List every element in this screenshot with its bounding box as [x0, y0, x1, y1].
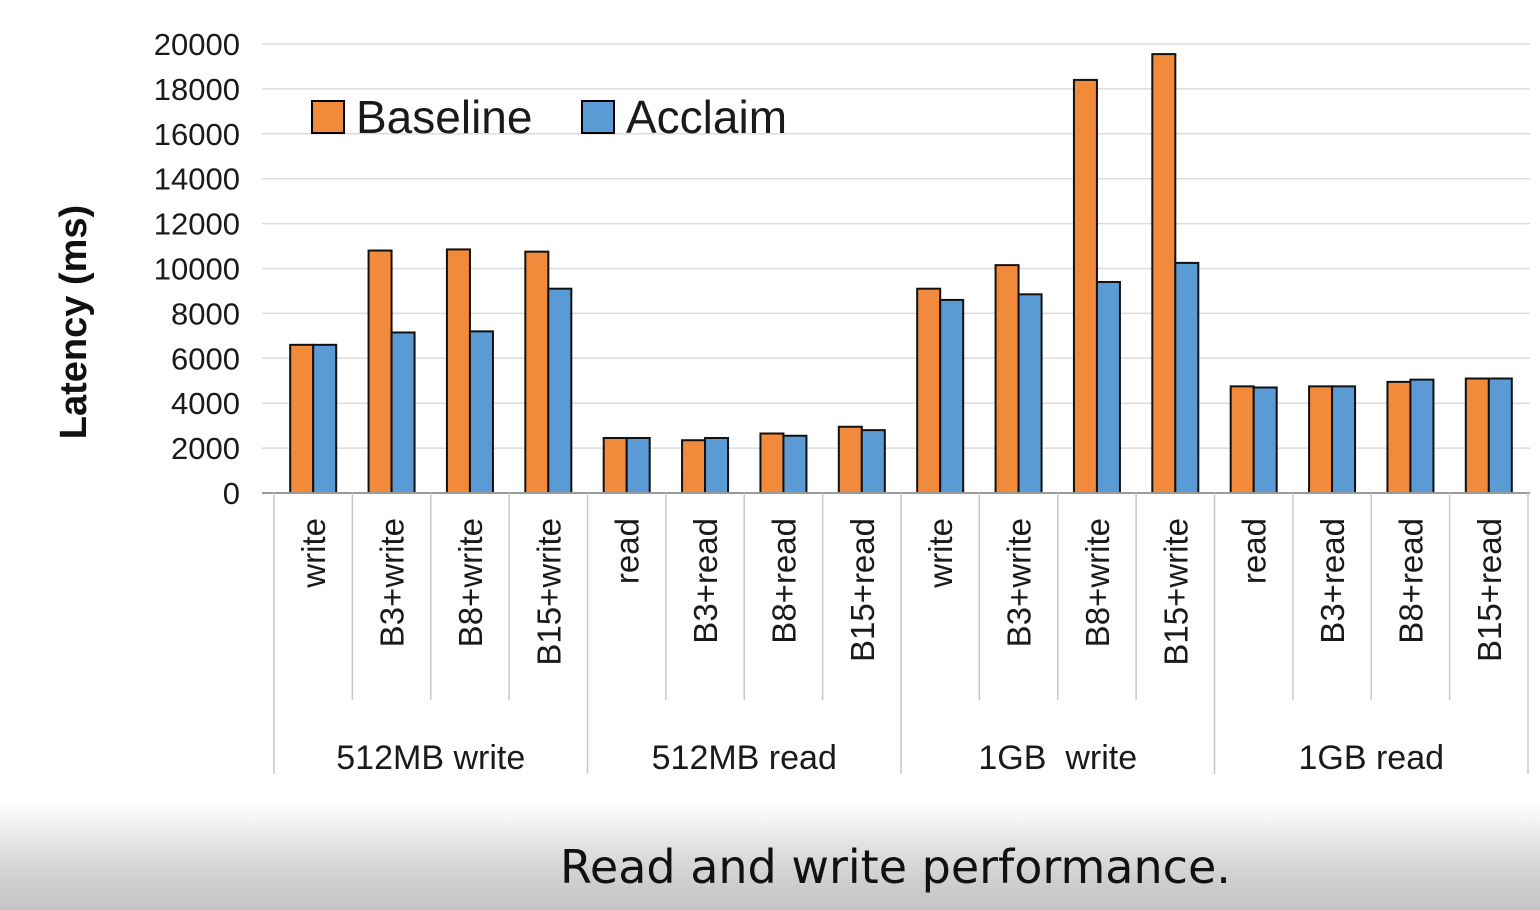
legend: Baseline Acclaim: [311, 91, 787, 143]
x-group-label: 512MB write: [336, 739, 525, 777]
caption-bar: [0, 800, 1540, 910]
y-axis-ticks: 0 2000 4000 6000 8000 10000 12000 14000 16000 180…: [154, 27, 240, 511]
y-tick-label: 16000: [154, 117, 240, 152]
y-tick-label: 14000: [154, 162, 240, 197]
caption: Read and write performance.: [560, 840, 1231, 894]
y-tick-label: 12000: [154, 207, 240, 242]
bar-acclaim: [547, 287, 573, 494]
bar-baseline: [524, 250, 550, 494]
bar-acclaim: [1017, 293, 1043, 494]
legend-swatch-baseline: [311, 100, 345, 134]
bar-baseline: [1229, 385, 1255, 494]
bar-baseline: [1151, 53, 1177, 494]
x-category-label: write: [922, 518, 959, 589]
bar-acclaim: [782, 434, 808, 495]
bar-acclaim: [860, 429, 886, 495]
bar-acclaim: [312, 343, 338, 494]
bar-acclaim: [1252, 386, 1278, 494]
x-category-label: B8+write: [452, 518, 489, 647]
bar-baseline: [1072, 78, 1098, 494]
x-category-label: B8+read: [765, 518, 802, 644]
bar-baseline: [1308, 385, 1334, 494]
x-category-label: B15+read: [844, 518, 881, 662]
y-tick-label: 18000: [154, 72, 240, 107]
x-category-label: B3+read: [1314, 518, 1351, 644]
y-tick-label: 6000: [171, 341, 240, 376]
x-category-label: B15+write: [530, 518, 567, 666]
y-tick-label: 2000: [171, 431, 240, 466]
bar-baseline: [1386, 380, 1412, 494]
x-category-label: B8+read: [1392, 518, 1429, 644]
bar-acclaim: [1331, 385, 1357, 494]
bar-acclaim: [704, 436, 730, 494]
bars: [289, 53, 1513, 495]
x-group-label: 1GB write: [978, 739, 1137, 777]
x-category-label: B3+write: [374, 518, 411, 647]
y-tick-label: 4000: [171, 386, 240, 421]
bar-baseline: [837, 425, 863, 494]
x-category-label: read: [1236, 518, 1273, 584]
y-tick-label: 8000: [171, 296, 240, 331]
bar-baseline: [681, 439, 707, 494]
x-category-label: write: [295, 518, 332, 589]
x-category-label: B8+write: [1079, 518, 1116, 647]
group-labels: 512MB write 512MB read 1GB write 1GB read: [336, 739, 1444, 777]
bar-acclaim: [468, 330, 494, 494]
bar-baseline: [602, 436, 628, 494]
x-group-label: 512MB read: [652, 739, 837, 777]
bar-acclaim: [390, 331, 416, 495]
y-tick-label: 20000: [154, 27, 240, 62]
x-group-label: 1GB read: [1298, 739, 1444, 777]
bar-acclaim: [1409, 378, 1435, 494]
bar-baseline: [994, 264, 1020, 494]
x-category-label: B3+write: [1001, 518, 1038, 647]
bar-acclaim: [625, 436, 651, 494]
x-category-label: B15+read: [1471, 518, 1508, 662]
x-category-label: read: [609, 518, 646, 584]
category-labels: write B3+write B8+write B15+write read B3+rea…: [273, 493, 1529, 774]
bar-acclaim: [939, 298, 965, 494]
bar-acclaim: [1174, 261, 1200, 495]
bar-baseline: [289, 343, 315, 494]
bar-baseline: [445, 248, 471, 494]
y-tick-label: 0: [223, 476, 240, 511]
x-category-label: B3+read: [687, 518, 724, 644]
y-tick-label: 10000: [154, 252, 240, 287]
legend-swatch-acclaim: [581, 100, 615, 134]
x-category-label: B15+write: [1157, 518, 1194, 666]
legend-label-baseline: Baseline: [356, 91, 532, 143]
y-axis-label: Latency (ms): [53, 205, 95, 439]
bar-baseline: [759, 432, 785, 495]
bar-acclaim: [1487, 377, 1513, 495]
bar-baseline: [1464, 377, 1490, 495]
bar-baseline: [367, 249, 393, 494]
bar-acclaim: [1095, 280, 1121, 494]
bar-baseline: [916, 287, 942, 494]
legend-label-acclaim: Acclaim: [626, 91, 787, 143]
